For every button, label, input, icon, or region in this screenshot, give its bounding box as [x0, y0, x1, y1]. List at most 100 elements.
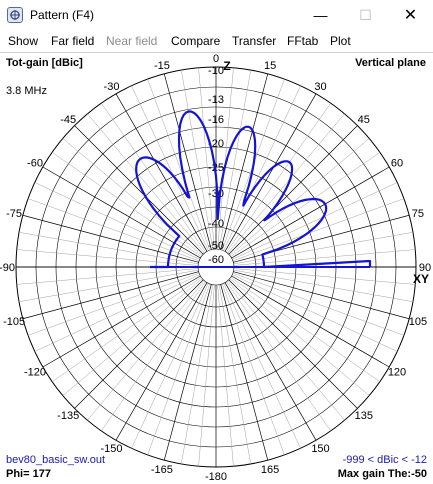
grid-spoke — [22, 214, 199, 263]
max-gain-label: Max gain The:-50 — [337, 468, 427, 480]
angle-label: -105 — [3, 316, 25, 328]
gain-scale-label: -40 — [208, 218, 224, 230]
angle-label: 15 — [264, 60, 276, 72]
grid-spoke — [230, 152, 380, 257]
angle-label: 60 — [391, 158, 403, 170]
angle-label: -180 — [205, 471, 227, 483]
grid-spoke — [22, 271, 199, 320]
app-icon[interactable] — [7, 7, 23, 23]
grid-spoke — [228, 125, 358, 255]
gain-scale-label: -16 — [208, 114, 224, 126]
menu-far-field[interactable]: Far field — [51, 34, 95, 48]
grid-spoke — [227, 113, 345, 254]
angle-label: -150 — [100, 443, 122, 455]
grid-spoke — [101, 103, 206, 253]
grid-spoke — [223, 283, 301, 449]
grid-spoke — [62, 278, 203, 396]
angle-label: -45 — [60, 114, 76, 126]
grid-spoke — [233, 268, 416, 285]
menu-compare[interactable]: Compare — [171, 34, 221, 48]
grid-spoke — [74, 279, 204, 409]
gain-scale-label: -20 — [208, 138, 224, 150]
grid-spoke — [163, 73, 212, 250]
close-button[interactable]: ✕ — [403, 7, 418, 24]
menu-plot[interactable]: Plot — [330, 34, 351, 48]
angle-label: 120 — [388, 367, 406, 379]
menu-bar: Show Far field Near field Compare Transf… — [0, 31, 433, 52]
gain-type-label: Tot-gain [dBic] — [6, 57, 83, 69]
grid-spoke — [27, 272, 200, 336]
angle-label: 150 — [311, 443, 329, 455]
angle-label: -30 — [104, 81, 120, 93]
menu-near-field[interactable]: Near field — [106, 34, 158, 48]
angle-label: 45 — [358, 114, 370, 126]
grid-spoke — [115, 93, 208, 252]
angle-label: 105 — [409, 316, 427, 328]
gain-scale-label: -60 — [208, 254, 224, 266]
frequency-label: 3.8 MHz — [6, 85, 47, 97]
gain-scale-label: -50 — [208, 240, 224, 252]
angle-label: 30 — [314, 81, 326, 93]
grid-spoke — [230, 277, 380, 382]
plane-label: Vertical plane — [355, 57, 426, 69]
grid-spoke — [232, 182, 398, 260]
grid-spoke — [87, 113, 205, 254]
grid-spoke — [101, 281, 206, 431]
grid-spoke — [217, 67, 234, 250]
gain-scale-label: -13 — [208, 94, 224, 106]
grid-spoke — [217, 284, 234, 467]
grid-spoke — [231, 275, 390, 368]
gain-scale-label: -25 — [208, 162, 224, 174]
menu-show[interactable]: Show — [8, 34, 39, 48]
grid-spoke — [224, 93, 317, 252]
title-bar: Pattern (F4) — ☐ ✕ — [0, 0, 433, 31]
menu-transfer[interactable]: Transfer — [232, 34, 277, 48]
angle-label: -75 — [6, 208, 22, 220]
grid-spoke — [232, 274, 398, 352]
angle-label: -15 — [154, 60, 170, 72]
angle-label: 0 — [213, 53, 219, 65]
angle-label: -120 — [24, 367, 46, 379]
grid-spoke — [233, 271, 410, 320]
grid-spoke — [147, 78, 211, 251]
phi-label: Phi= 177 — [6, 468, 51, 480]
grid-spoke — [198, 67, 215, 250]
grid-spoke — [16, 268, 199, 285]
pattern-plot-area[interactable]: Tot-gain [dBic] Vertical plane 3.8 MHz b… — [0, 52, 433, 483]
grid-spoke — [131, 283, 209, 449]
maximize-button[interactable]: ☐ — [359, 7, 372, 23]
grid-spoke — [220, 284, 269, 461]
grid-spoke — [232, 198, 405, 262]
gain-range-label: -999 < dBic < -12 — [342, 454, 427, 466]
angle-label: -60 — [27, 158, 43, 170]
window-title: Pattern (F4) — [30, 8, 95, 22]
angle-label: 75 — [412, 208, 424, 220]
grid-spoke — [42, 275, 201, 368]
grid-spoke — [18, 269, 199, 302]
grid-spoke — [198, 284, 215, 467]
gain-scale-label: -10 — [208, 65, 224, 77]
grid-spoke — [233, 232, 414, 265]
grid-spoke — [115, 282, 208, 441]
menu-fftab[interactable]: FFtab — [287, 34, 319, 48]
grid-spoke — [34, 182, 200, 260]
polar-chart: 0 15 30 45 60 75 90 105 120 135 150 165 -180 -165 -150… — [0, 53, 431, 483]
grid-spoke — [218, 284, 251, 465]
grid-spoke — [52, 152, 202, 257]
angle-label: 165 — [261, 464, 279, 476]
file-name-label: bev80_basic_sw.out — [6, 454, 106, 466]
axis-z-label: Z — [223, 59, 230, 73]
grid-spoke — [223, 85, 301, 251]
minimize-button[interactable]: — — [313, 7, 328, 23]
grid-spoke — [226, 281, 331, 431]
grid-spoke — [163, 284, 212, 461]
grid-spoke — [229, 278, 370, 396]
grid-spoke — [87, 280, 205, 421]
grid-spoke — [232, 272, 405, 336]
grid-spoke — [74, 125, 204, 255]
grid-spoke — [227, 280, 345, 421]
grid-spoke — [231, 166, 390, 259]
grid-spoke — [131, 85, 209, 251]
grid-spoke — [52, 277, 202, 382]
grid-spoke — [233, 269, 414, 302]
